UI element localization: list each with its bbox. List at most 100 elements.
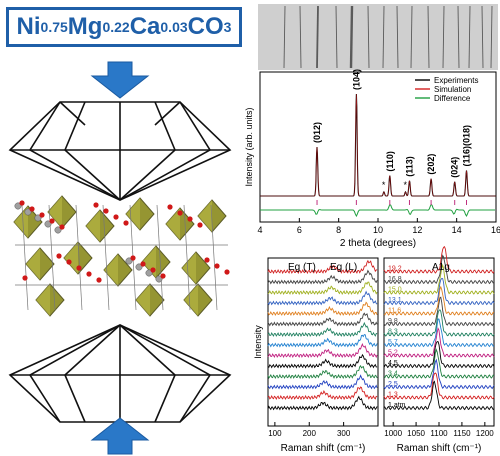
- raman-spectrum-line: [267, 343, 378, 359]
- oxygen-atom: [150, 267, 156, 273]
- pressure-label: 16.8: [388, 276, 402, 283]
- octahedron-face: [142, 246, 156, 278]
- pressure-label: 13.1: [388, 297, 402, 304]
- x-tick-label: 1200: [476, 429, 494, 438]
- series-simulation-line: [260, 93, 496, 197]
- formula-element: Mg: [67, 13, 103, 40]
- unit-cell-edge: [75, 204, 83, 311]
- octahedron-face: [198, 200, 212, 232]
- octahedron: [63, 241, 93, 275]
- pressure-label: 4.5: [388, 360, 398, 367]
- oxygen-atom: [123, 220, 129, 226]
- x-tick-label: 300: [337, 429, 351, 438]
- oxygen-atom: [59, 224, 65, 230]
- raman-spectrum-line: [383, 309, 495, 337]
- raman-spectrum-line: [383, 348, 495, 379]
- plot-frame: [267, 257, 379, 427]
- octahedron: [85, 209, 115, 243]
- raman-chart-high: 1 atm 1.3 2.5 3.4 4.5 5.2 5.7 8.3 9.8 11.6 13.1 15.…: [383, 246, 495, 454]
- carbon-atom: [145, 269, 153, 277]
- raman-spectrum-line: [267, 259, 378, 275]
- octahedron: [165, 207, 195, 241]
- octahedron-face: [166, 208, 180, 240]
- oxygen-atom: [204, 257, 210, 263]
- formula-subscript: 0.75: [40, 19, 68, 35]
- octahedron: [135, 283, 165, 317]
- octahedron-face: [104, 254, 118, 286]
- peak-label: (012): [312, 122, 322, 143]
- pressure-label: 11.6: [388, 308, 401, 315]
- peak-label: (113): [404, 156, 414, 177]
- octahedron-face: [36, 284, 50, 316]
- diffraction-line: [283, 5, 286, 69]
- x-tick-label: 200: [303, 429, 317, 438]
- x-tick-label: 1050: [407, 429, 425, 438]
- mode-label: A1g: [432, 262, 450, 273]
- x-tick-label: 12: [412, 225, 422, 235]
- raman-spectrum-line: [383, 277, 495, 306]
- diffraction-image: [258, 4, 498, 70]
- octahedron-face: [182, 252, 196, 284]
- diffraction-line: [442, 5, 445, 69]
- octahedron-face: [184, 284, 198, 316]
- oxygen-atom: [160, 273, 166, 279]
- octahedron: [183, 283, 213, 317]
- carbon-atom: [44, 220, 52, 228]
- raman-spectrum-line: [383, 254, 495, 285]
- unit-cell-edge: [48, 204, 56, 311]
- octahedron: [13, 205, 43, 239]
- oxygen-atom: [93, 202, 99, 208]
- raman-spectrum-line: [383, 380, 495, 411]
- diffraction-line: [396, 5, 399, 69]
- raman-spectrum-line: [383, 327, 495, 358]
- up-arrow-icon: [90, 417, 150, 455]
- oxygen-atom: [113, 214, 119, 220]
- octahedron-face: [126, 198, 140, 230]
- octahedron: [47, 195, 77, 229]
- x-axis-label: Raman shift (cm⁻¹): [281, 443, 366, 454]
- anvil-cell-illustration: [8, 61, 232, 455]
- formula-title: Ni 0.75 Mg 0.22 Ca 0.03 CO 3: [6, 7, 242, 47]
- legend-label: Difference: [434, 94, 471, 103]
- x-tick-label: 14: [452, 225, 462, 235]
- x-tick-label: 1100: [430, 429, 448, 438]
- plot-frame: [383, 257, 495, 427]
- octahedron-face: [26, 248, 40, 280]
- x-tick-label: 16: [491, 225, 500, 235]
- unit-cell-edge: [129, 204, 137, 311]
- octahedron: [35, 283, 65, 317]
- diffraction-line: [410, 5, 413, 69]
- octahedron: [125, 197, 155, 231]
- formula-subscript: 0.03: [160, 19, 188, 35]
- mode-label: Eg (L): [330, 262, 357, 273]
- oxygen-atom: [167, 204, 173, 210]
- x-axis-label: Raman shift (cm⁻¹): [397, 443, 482, 454]
- diffraction-line: [367, 5, 370, 69]
- oxygen-atom: [22, 275, 28, 281]
- x-tick-label: 1150: [453, 429, 471, 438]
- oxygen-atom: [56, 253, 62, 259]
- raman-spectrum-line: [267, 290, 378, 306]
- octahedron: [197, 199, 227, 233]
- raman-spectrum-line: [383, 341, 495, 369]
- raman-spectrum-line: [383, 263, 495, 295]
- raman-spectrum-line: [267, 395, 378, 411]
- octahedron: [103, 253, 133, 287]
- x-tick-label: 1000: [384, 429, 402, 438]
- pressure-label: 9.8: [388, 318, 398, 325]
- oxygen-atom: [66, 259, 72, 265]
- pressure-label: 2.5: [388, 381, 398, 388]
- raman-spectrum-line: [383, 318, 495, 348]
- pressure-label: 1.3: [388, 392, 398, 399]
- raman-spectrum-line: [383, 296, 495, 327]
- unit-cell-edge: [210, 204, 218, 311]
- oxygen-atom: [76, 265, 82, 271]
- x-axis-label: 2 theta (degrees): [340, 238, 416, 249]
- x-tick-label: 100: [268, 429, 282, 438]
- raman-spectrum-line: [267, 281, 378, 296]
- y-axis-label: Intensity: [253, 325, 263, 359]
- pressure-label: 5.2: [388, 350, 398, 357]
- carbon-atom: [155, 275, 163, 283]
- formula-subscript: 3: [223, 19, 232, 35]
